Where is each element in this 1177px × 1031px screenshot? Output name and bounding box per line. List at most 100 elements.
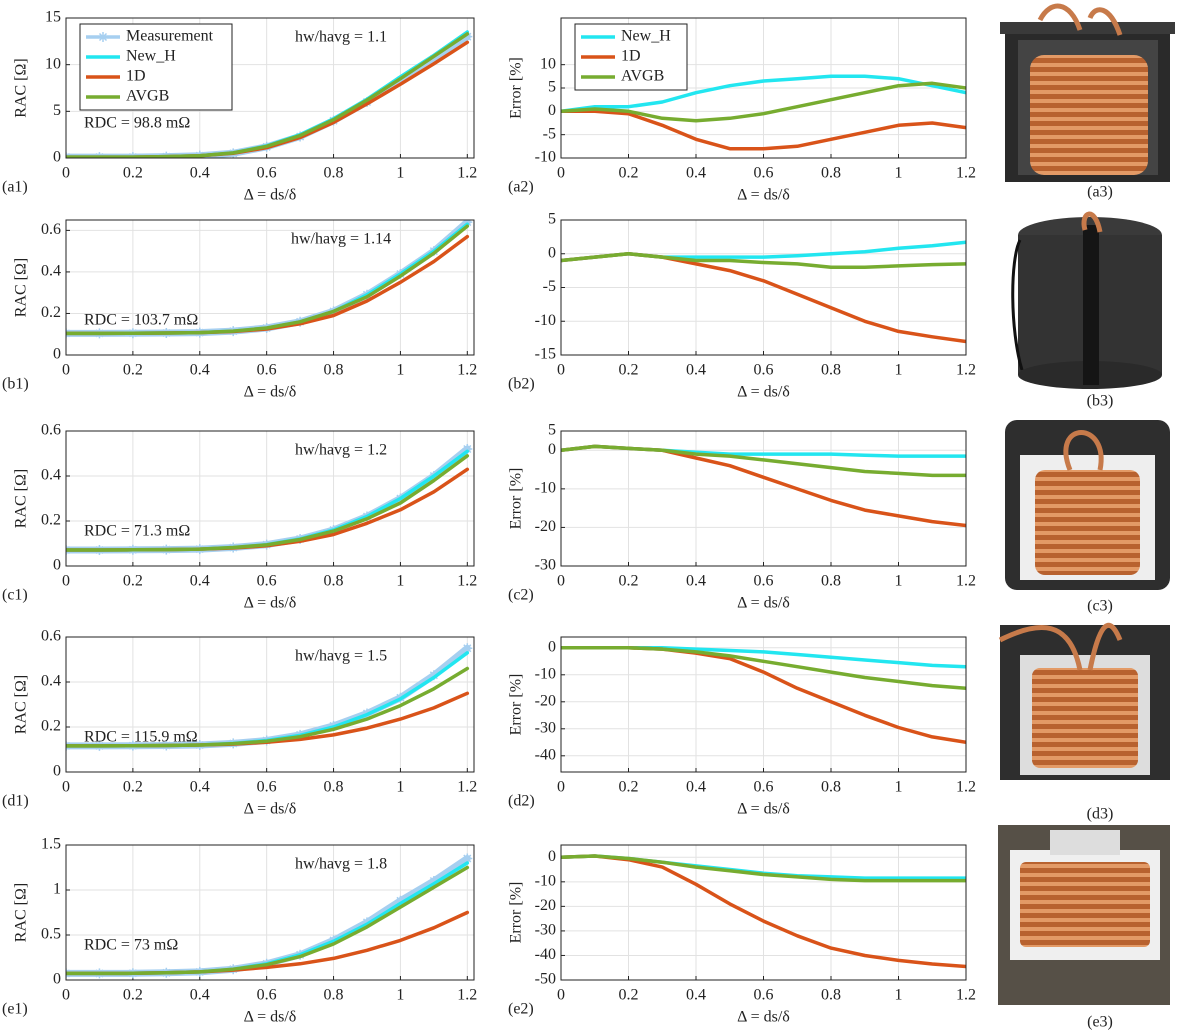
y-tick-label: 1.5: [41, 836, 61, 853]
photo-label: (b3): [1087, 393, 1114, 410]
panel-label: (d1): [2, 793, 29, 810]
y-axis-label: RAC [Ω]: [13, 675, 30, 734]
x-tick-label: 0.6: [754, 573, 774, 590]
y-axis-label: Error [%]: [508, 57, 525, 119]
x-tick-label: 0: [557, 779, 565, 796]
y-tick-label: 0: [548, 848, 556, 865]
x-tick-label: 0.4: [686, 779, 706, 796]
y-tick-label: -50: [535, 971, 556, 988]
measurement-marker: [428, 876, 439, 886]
y-tick-label: -20: [535, 897, 556, 914]
y-tick-label: 0: [53, 557, 61, 574]
y-tick-label: 0.2: [41, 512, 61, 529]
measurement-marker: [462, 444, 473, 454]
panel-label: (b1): [2, 376, 29, 393]
annotation: hw/havg = 1.14: [291, 231, 391, 248]
measurement-marker: [428, 54, 439, 65]
x-tick-label: 0.4: [686, 165, 706, 182]
x-tick-label: 0.6: [257, 987, 277, 1004]
x-tick-label: 0.8: [821, 987, 841, 1004]
x-tick-label: 0: [557, 573, 565, 590]
y-tick-label: -30: [535, 719, 556, 736]
rdc-note: RDC = 71.3 mΩ: [84, 523, 190, 540]
x-tick-label: 0.6: [257, 779, 277, 796]
y-tick-label: -10: [535, 312, 556, 329]
photo-inductor: [998, 622, 1170, 780]
axes-box: [560, 844, 967, 981]
x-tick-label: 1.2: [956, 779, 976, 796]
chart: 0 0.2 0.4 0.6 0.8 1 1.2 0 0.5 1 1.5 Δ = ds/δ RAC [Ω]…: [2, 836, 477, 1026]
x-axis-label: Δ = ds/δ: [737, 801, 790, 818]
axes-box: [65, 844, 475, 981]
y-axis-label: Error [%]: [508, 674, 525, 736]
measurement-marker: [428, 670, 439, 681]
rdc-note: RDC = 98.8 mΩ: [84, 115, 190, 132]
x-tick-label: 0: [557, 987, 565, 1004]
legend-label: New_H: [126, 48, 176, 65]
y-axis-label: RAC [Ω]: [13, 883, 30, 942]
series-line: [561, 109, 966, 151]
x-tick-label: 0.8: [324, 987, 344, 1004]
x-tick-label: 1.2: [457, 987, 477, 1004]
y-tick-label: 0.4: [41, 673, 61, 690]
series-line: [561, 646, 966, 691]
annotation: hw/havg = 1.5: [295, 648, 387, 665]
x-tick-label: 1.2: [457, 573, 477, 590]
y-tick-label: 15: [45, 9, 61, 26]
measurement-marker: [395, 895, 406, 906]
y-tick-label: -20: [535, 692, 556, 709]
photo-label: (d3): [1087, 806, 1114, 823]
series-group: [66, 220, 473, 339]
x-tick-label: 0.4: [686, 987, 706, 1004]
y-tick-label: 5: [548, 79, 556, 96]
y-tick-label: 5: [548, 211, 556, 228]
x-tick-label: 0.2: [123, 987, 143, 1004]
series-line: [561, 74, 966, 114]
x-tick-label: 1: [895, 573, 903, 590]
y-tick-label: -40: [535, 946, 556, 963]
photo-inductor: [1000, 3, 1175, 182]
legend-label: AVGB: [126, 88, 169, 105]
y-tick-label: 0.2: [41, 718, 61, 735]
x-tick-label: 1: [895, 165, 903, 182]
y-tick-label: 0.5: [41, 926, 61, 943]
x-axis-label: Δ = ds/δ: [244, 595, 297, 612]
photo-label: (c3): [1087, 598, 1113, 615]
rdc-note: RDC = 103.7 mΩ: [84, 312, 198, 329]
y-axis-label: Error [%]: [508, 468, 525, 530]
y-tick-label: -30: [535, 922, 556, 939]
x-axis-label: Δ = ds/δ: [244, 801, 297, 818]
rdc-note: RDC = 73 mΩ: [84, 937, 178, 954]
x-tick-label: 0.2: [123, 362, 143, 379]
x-tick-label: 0.8: [821, 165, 841, 182]
x-axis-label: Δ = ds/δ: [737, 384, 790, 401]
x-tick-label: 0.4: [686, 573, 706, 590]
y-tick-label: -10: [535, 872, 556, 889]
x-tick-label: 1: [396, 165, 404, 182]
x-tick-label: 0.2: [619, 165, 639, 182]
photo-label: (a3): [1087, 184, 1113, 201]
series-line: [561, 444, 966, 478]
x-tick-label: 0.2: [123, 779, 143, 796]
y-axis-label: RAC [Ω]: [13, 58, 30, 117]
axes-box: [65, 219, 475, 356]
x-tick-label: 0.2: [619, 573, 639, 590]
legend-label: New_H: [621, 28, 671, 45]
chart: 0 0.2 0.4 0.6 0.8 1 1.2 -15 -10 -5 0 5 Δ = ds/δ (b2): [508, 211, 976, 401]
chart: 0 0.2 0.4 0.6 0.8 1 1.2 -50 -40 -30 -20 -10 0 Δ = ds/…: [508, 844, 976, 1026]
x-tick-label: 0: [62, 362, 70, 379]
series-group: [561, 74, 966, 151]
x-tick-label: 0.8: [324, 165, 344, 182]
x-tick-label: 1: [396, 987, 404, 1004]
chart: 0 0.2 0.4 0.6 0.8 1 1.2 -30 -20 -10 0 5 Δ = ds/δ Erro…: [508, 422, 976, 612]
axes-box: [65, 430, 475, 567]
legend-label: 1D: [126, 68, 146, 85]
x-tick-label: 0.8: [821, 573, 841, 590]
x-tick-label: 1: [895, 779, 903, 796]
x-tick-label: 0.6: [754, 362, 774, 379]
series-line: [66, 865, 470, 976]
x-tick-label: 1.2: [457, 362, 477, 379]
series-group: [561, 854, 966, 969]
x-tick-label: 0.6: [257, 165, 277, 182]
y-tick-label: 0: [53, 971, 61, 988]
